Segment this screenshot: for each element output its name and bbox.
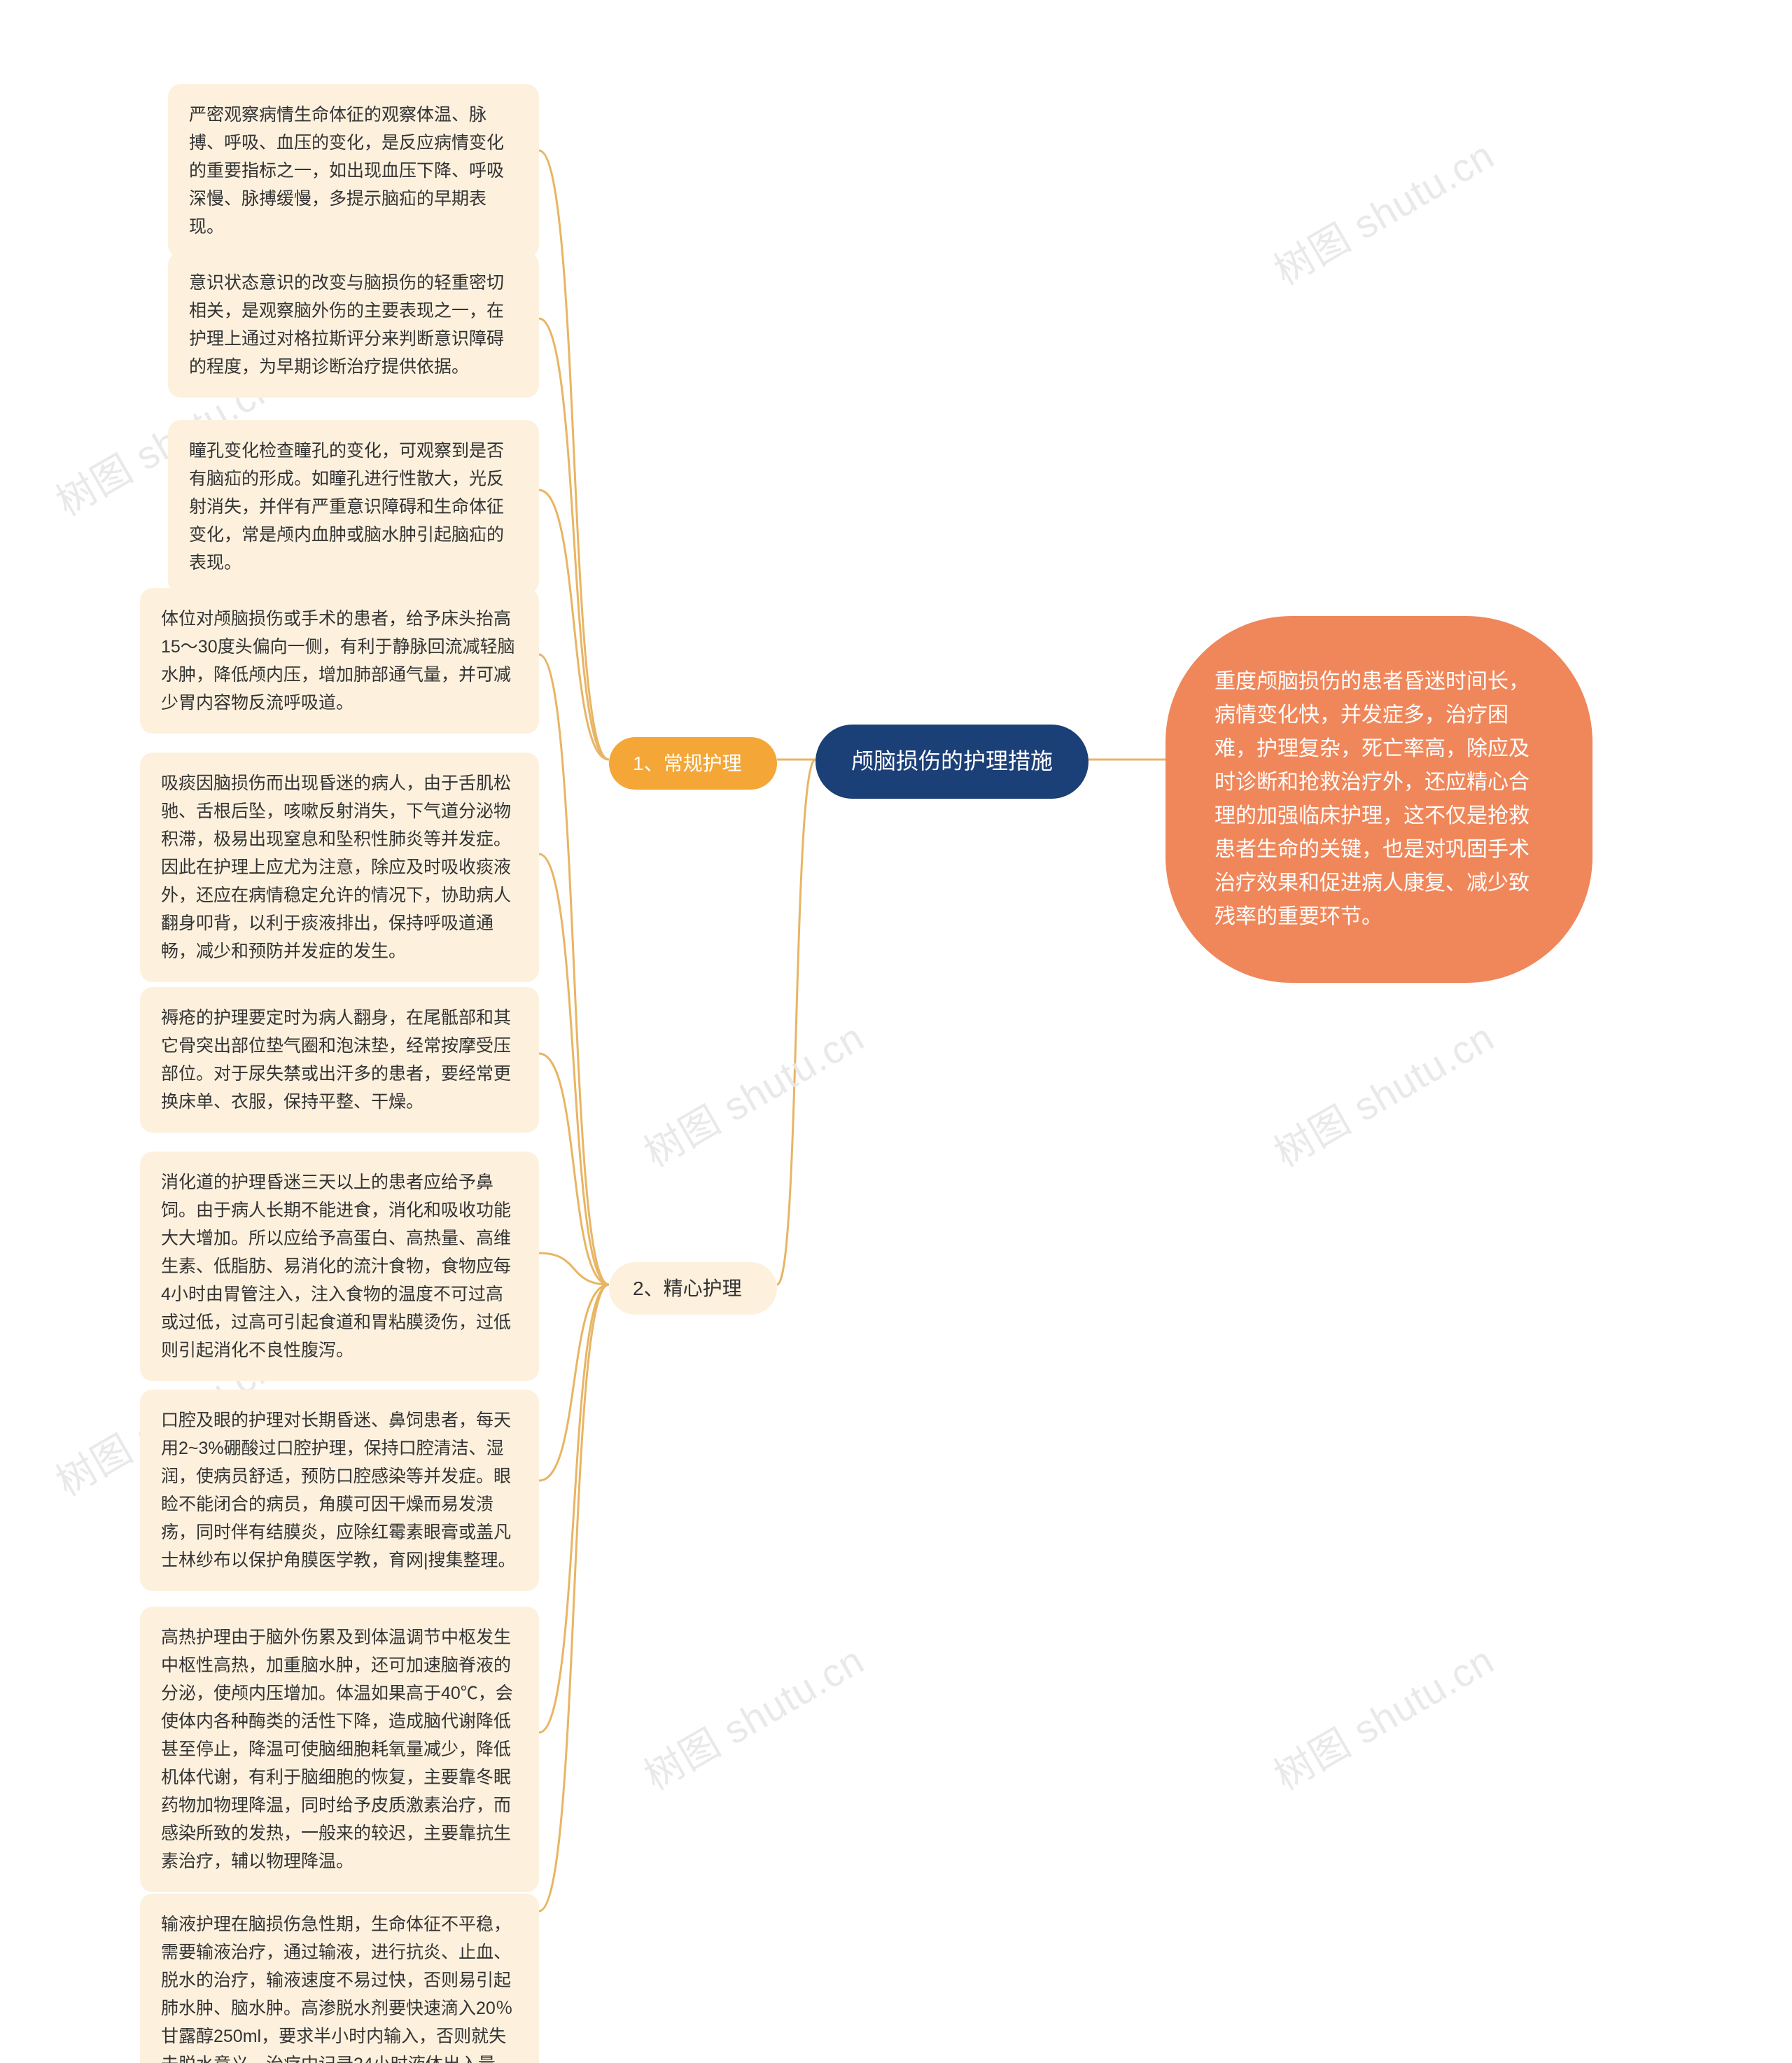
- leaf-node: 高热护理由于脑外伤累及到体温调节中枢发生中枢性高热，加重脑水肿，还可加速脑脊液的…: [140, 1607, 539, 1892]
- leaf-node: 瞳孔变化检查瞳孔的变化，可观察到是否有脑疝的形成。如瞳孔进行性散大，光反射消失，…: [168, 420, 539, 594]
- branch-node: 1、常规护理: [609, 737, 777, 790]
- leaf-node: 体位对颅脑损伤或手术的患者，给予床头抬高15～30度头偏向一侧，有利于静脉回流减…: [140, 588, 539, 734]
- summary-node: 重度颅脑损伤的患者昏迷时间长，病情变化快，并发症多，治疗困难，护理复杂，死亡率高…: [1166, 616, 1592, 983]
- watermark: 树图 shutu.cn: [1262, 1007, 1503, 1178]
- mindmap-canvas: 树图 shutu.cn 树图 shutu.cn 树图 shutu.cn 树图 shut…: [0, 0, 1792, 2063]
- watermark: 树图 shutu.cn: [1262, 1630, 1503, 1801]
- leaf-node: 口腔及眼的护理对长期昏迷、鼻饲患者，每天用2~3%硼酸过口腔护理，保持口腔清洁、…: [140, 1390, 539, 1591]
- leaf-node: 意识状态意识的改变与脑损伤的轻重密切相关，是观察脑外伤的主要表现之一，在护理上通…: [168, 252, 539, 398]
- branch-node: 2、精心护理: [609, 1262, 777, 1315]
- root-node: 颅脑损伤的护理措施: [816, 725, 1088, 799]
- watermark: 树图 shutu.cn: [1262, 125, 1503, 296]
- leaf-node: 消化道的护理昏迷三天以上的患者应给予鼻饲。由于病人长期不能进食，消化和吸收功能大…: [140, 1152, 539, 1381]
- watermark: 树图 shutu.cn: [632, 1630, 873, 1801]
- leaf-node: 输液护理在脑损伤急性期，生命体征不平稳，需要输液治疗，通过输液，进行抗炎、止血、…: [140, 1894, 539, 2063]
- watermark: 树图 shutu.cn: [632, 1007, 873, 1178]
- leaf-node: 严密观察病情生命体征的观察体温、脉搏、呼吸、血压的变化，是反应病情变化的重要指标…: [168, 84, 539, 258]
- leaf-node: 吸痰因脑损伤而出现昏迷的病人，由于舌肌松驰、舌根后坠，咳嗽反射消失，下气道分泌物…: [140, 753, 539, 982]
- leaf-node: 褥疮的护理要定时为病人翻身，在尾骶部和其它骨突出部位垫气圈和泡沫垫，经常按摩受压…: [140, 987, 539, 1133]
